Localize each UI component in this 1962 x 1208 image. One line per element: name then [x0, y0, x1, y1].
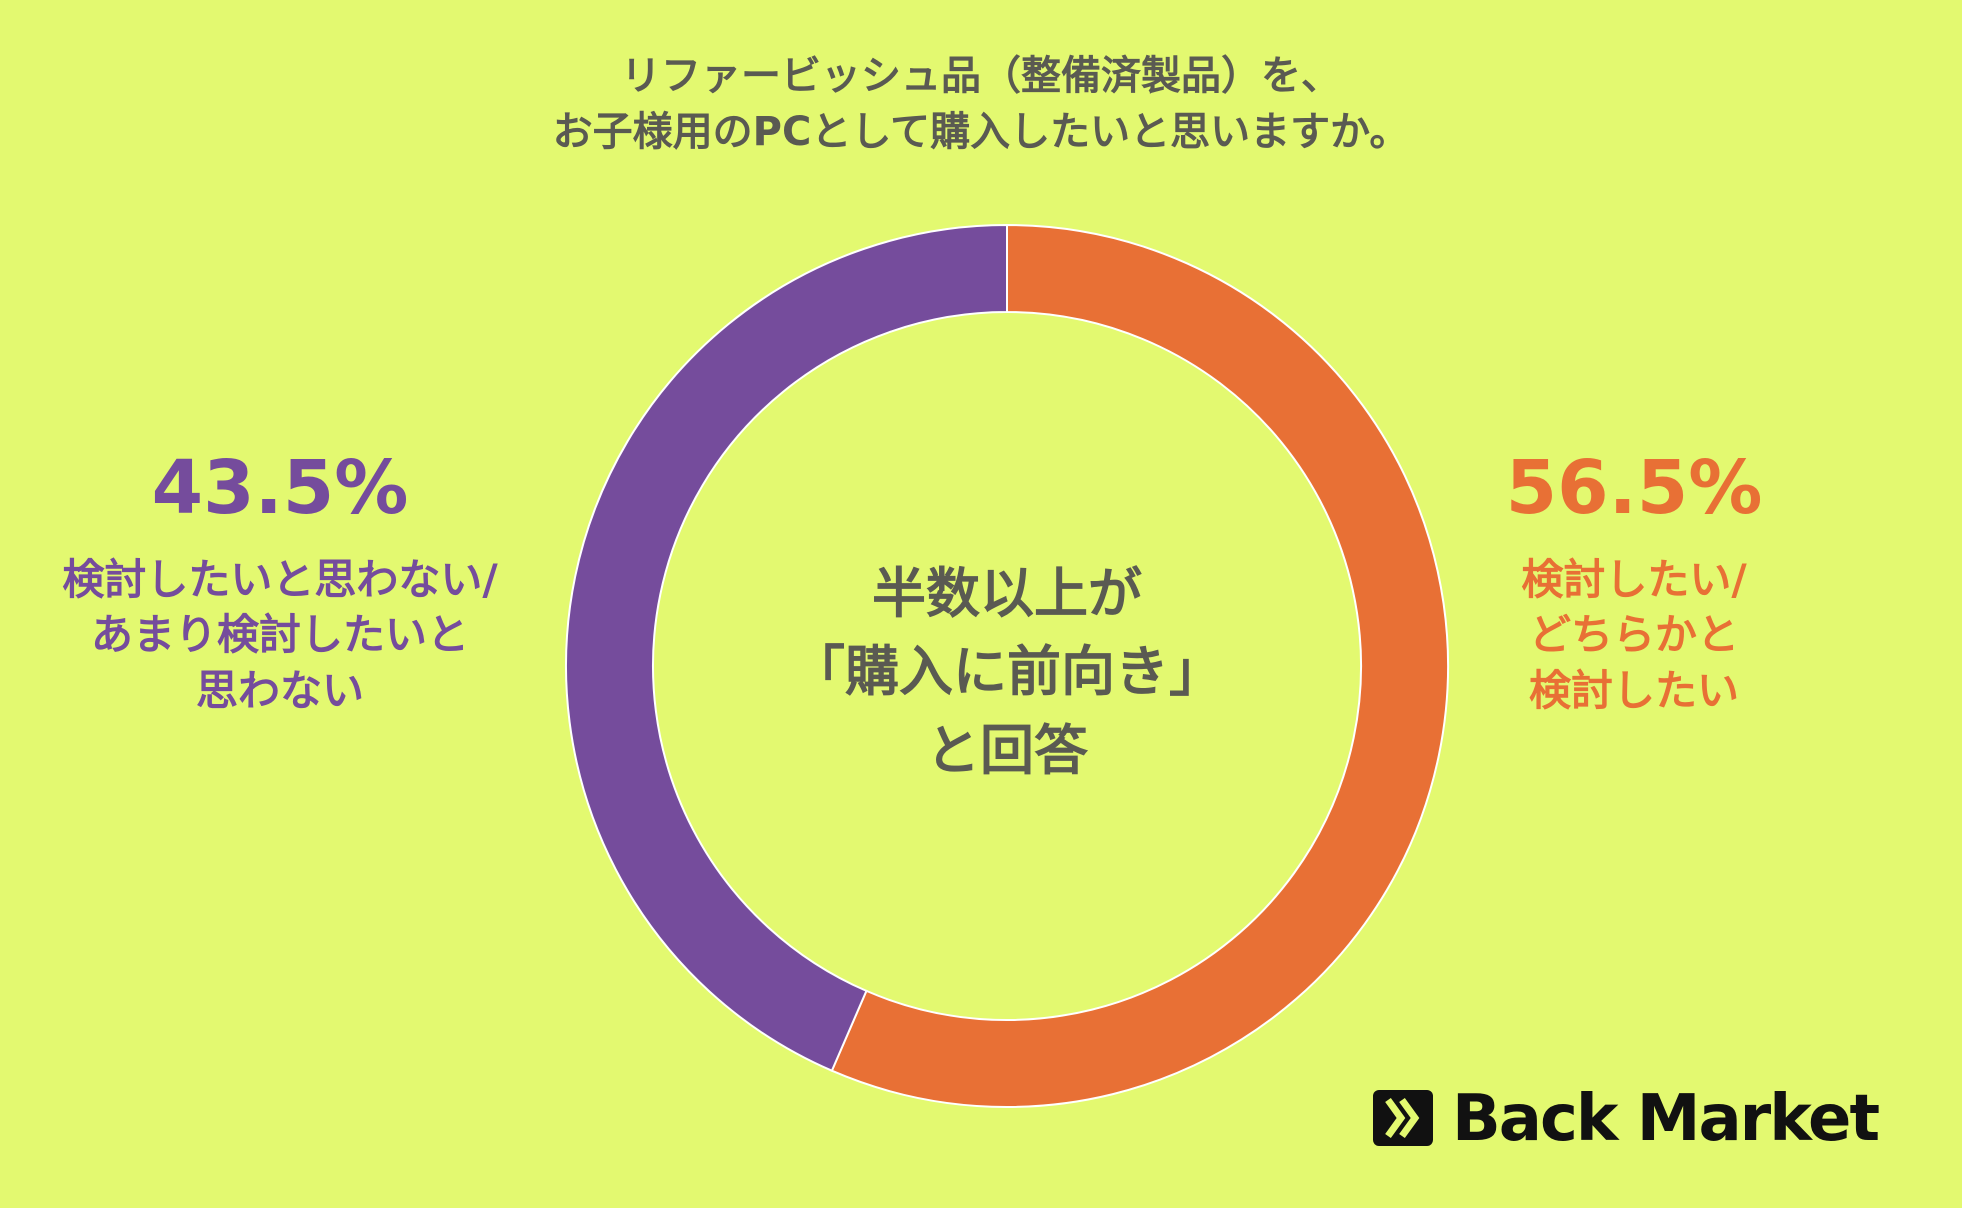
value-label: 43.5%: [151, 445, 409, 531]
center-annotation: 半数以上が 「購入に前向き」 と回答: [791, 562, 1223, 782]
donut-segment: [565, 223, 1008, 1073]
category-label: 検討したいと思わない/ あまり検討したいと 思わない: [62, 555, 498, 715]
brand-logo-icon: [1373, 1090, 1433, 1146]
category-label: 検討したい/ どちらかと 検討したい: [1521, 555, 1747, 715]
donut-segment: [830, 223, 1449, 1108]
brand-logo: Back Market: [1452, 1082, 1880, 1156]
value-label: 56.5%: [1505, 445, 1763, 531]
chart-title: リファービッシュ品（整備済製品）を、 お子様用のPCとして購入したいと思いますか…: [552, 53, 1410, 155]
